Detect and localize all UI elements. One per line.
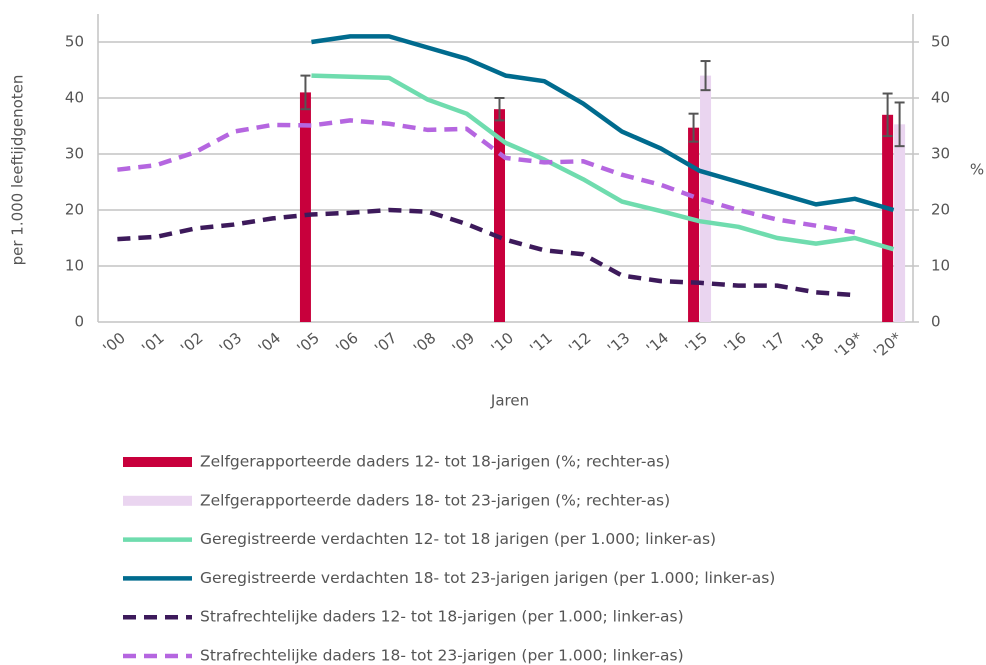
legend-label: Strafrechtelijke daders 12- tot 18-jarig… [200,608,684,626]
x-tick-label: '04 [255,329,284,358]
y2-tick-label: 10 [931,257,950,275]
x-tick-label: '19* [831,328,866,362]
x-tick-label: '11 [526,329,555,358]
x-tick-label: '02 [177,329,206,358]
x-tick-label: '07 [371,329,400,358]
x-tick-label: '12 [565,329,594,358]
x-tick-label: '01 [138,329,167,358]
x-tick-label: '00 [100,329,129,358]
legend-swatch [123,495,192,506]
line [117,207,855,298]
line [311,34,895,213]
legend-label: Zelfgerapporteerde daders 12- tot 18-jar… [200,453,670,471]
y2-tick-label: 0 [931,313,941,331]
line [311,73,895,252]
x-tick-label: '15 [682,329,711,358]
x-tick-label: '03 [216,329,245,358]
legend-swatch [123,457,192,467]
bar [299,92,311,323]
x-tick-label: '09 [449,329,478,358]
legend-label: Strafrechtelijke daders 18- tot 23-jarig… [200,647,684,665]
bar [494,109,505,322]
y2-tick-label: 30 [931,145,950,163]
x-axis-label: Jaren [490,392,529,410]
x-tick-label: '20* [870,328,905,362]
y2-tick-label: 50 [931,33,950,51]
y-tick-label: 20 [65,201,84,219]
y-axis-label: per 1.000 leeftijdgenoten [9,75,27,266]
bar [894,124,906,322]
y-tick-label: 0 [74,313,84,331]
y-tick-label: 10 [65,257,84,275]
y-tick-label: 40 [65,89,84,107]
legend-label: Zelfgerapporteerde daders 18- tot 23-jar… [200,491,670,509]
line [117,118,856,235]
y2-tick-label: 40 [931,89,950,107]
bar [688,127,700,323]
x-tick-label: '10 [488,329,517,358]
x-tick-label: '06 [332,329,361,358]
legend-label: Geregistreerde verdachten 12- tot 18 jar… [200,530,716,548]
y2-tick-label: 20 [931,201,950,219]
y-tick-label: 50 [65,33,84,51]
x-tick-label: '14 [643,329,672,358]
x-tick-label: '16 [720,329,749,358]
legend-label: Geregistreerde verdachten 18- tot 23-jar… [200,569,775,587]
x-tick-label: '05 [294,329,323,358]
x-tick-label: '08 [410,329,439,358]
x-tick-label: '18 [798,329,827,358]
y2-axis-label: % [970,161,984,179]
bar [882,114,894,322]
x-tick-label: '13 [604,329,633,358]
y-tick-label: 30 [65,145,84,163]
x-tick-label: '17 [759,329,788,358]
